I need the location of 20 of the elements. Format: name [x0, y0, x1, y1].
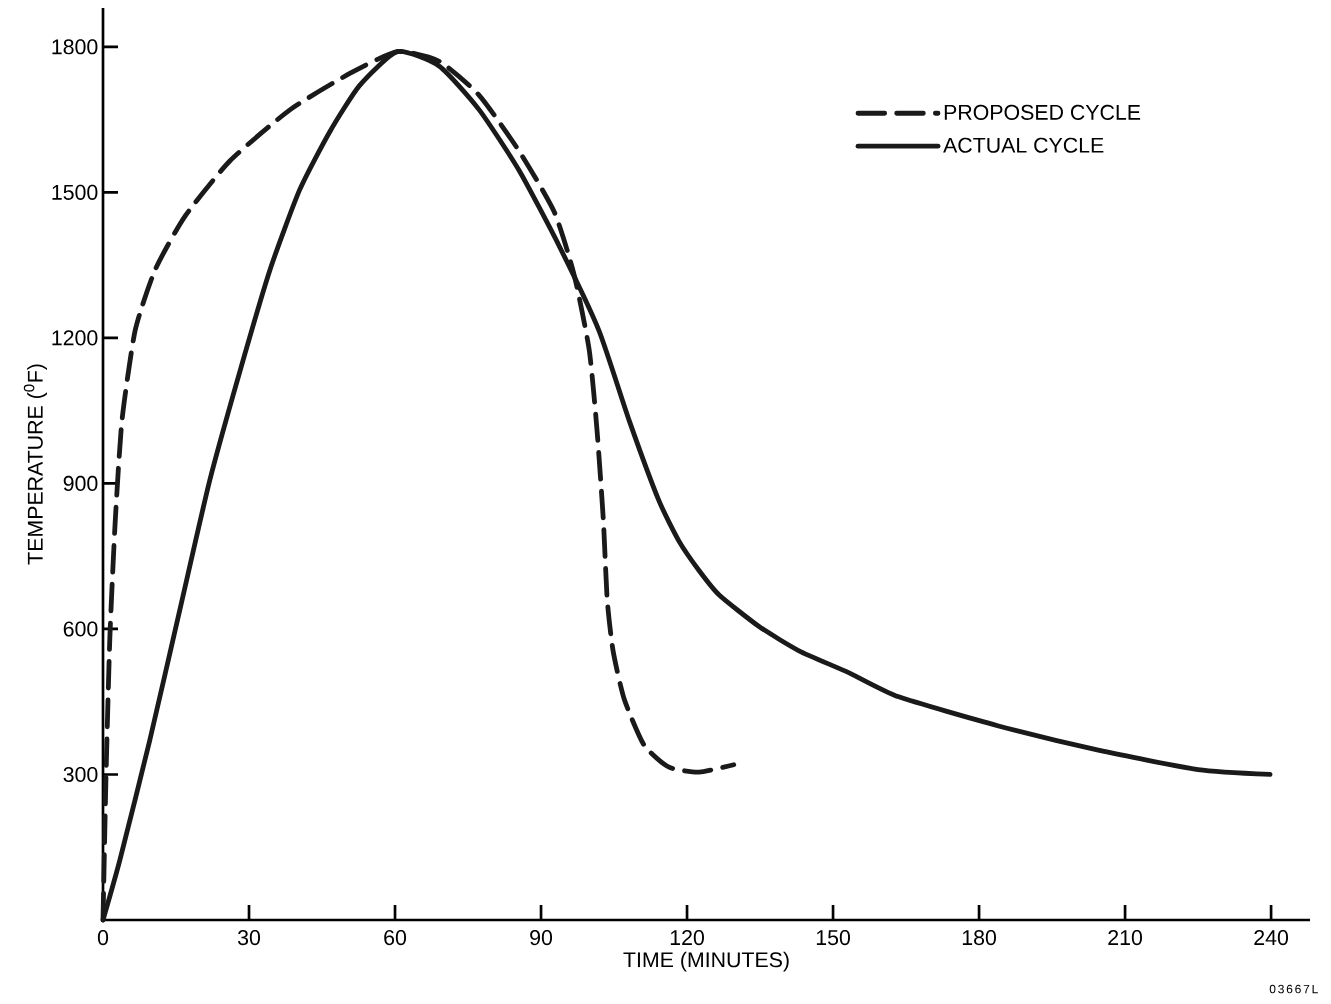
x-tick-label: 120 — [670, 930, 704, 946]
x-tick-label: 90 — [530, 930, 553, 946]
text: 03667L — [1269, 984, 1318, 994]
y-tick-label: 1200 — [52, 330, 98, 346]
x-tick-label: 60 — [384, 930, 407, 946]
legend-label: ACTUAL CYCLE — [943, 137, 1104, 153]
x-tick-label: 30 — [237, 930, 261, 946]
y-tick-label: 1800 — [52, 39, 98, 55]
legend-label: PROPOSED CYCLE — [944, 104, 1141, 120]
y-tick-label: 300 — [63, 766, 98, 783]
x-tick-label: 180 — [962, 930, 997, 946]
y-tick-label: 600 — [63, 621, 98, 637]
y-tick-label: 1500 — [52, 184, 98, 200]
y-tick-label: 900 — [63, 475, 98, 491]
x-tick-label: 150 — [816, 930, 850, 946]
x-axis-title: TIME (MINUTES) — [623, 951, 789, 972]
y-axis-title: TEMPERATURE ($^{0}$F) — [23, 364, 48, 565]
x-tick-label: 0 — [97, 930, 109, 946]
x-tick-label: 210 — [1108, 930, 1143, 946]
x-tick-label: 240 — [1254, 930, 1289, 946]
